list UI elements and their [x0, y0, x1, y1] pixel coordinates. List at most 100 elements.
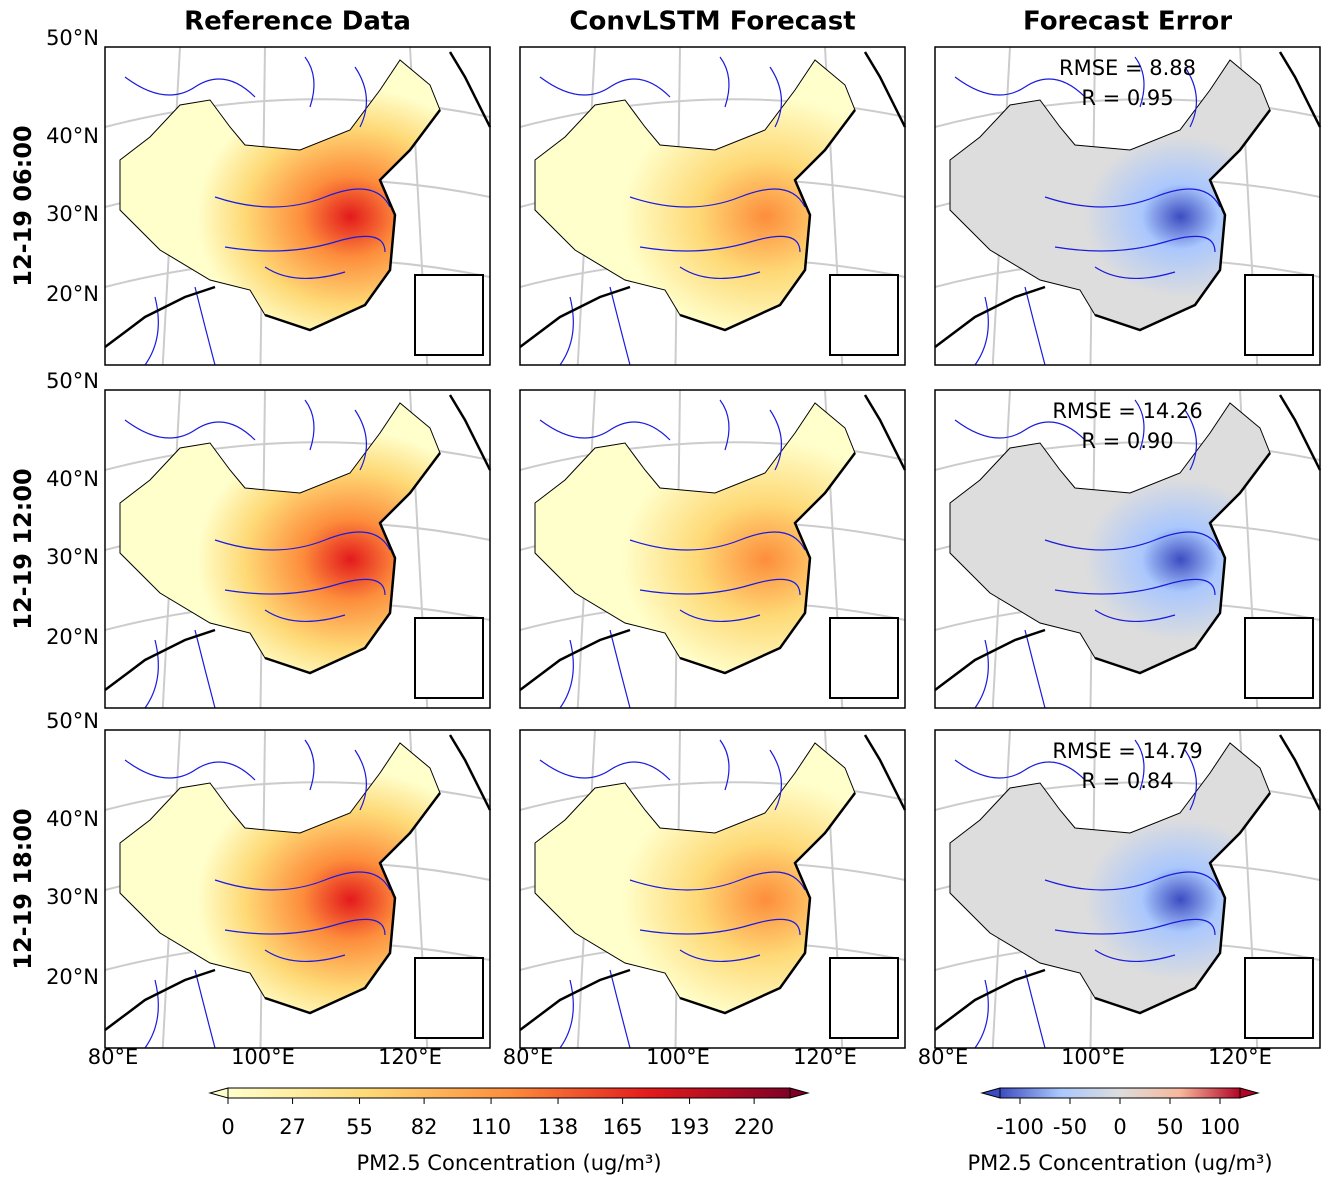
row-label: 12-19 06:00 — [9, 125, 37, 287]
river — [629, 188, 806, 208]
rmse-annotation: RMSE = 14.26 — [1052, 399, 1202, 423]
panel-frame — [104, 46, 491, 366]
coastline — [934, 51, 1322, 348]
lon-label: 120°E — [378, 1045, 442, 1069]
river — [1094, 609, 1176, 622]
river — [1094, 949, 1176, 962]
river — [144, 979, 159, 1049]
colorbar-tick-label: 0 — [221, 1115, 234, 1139]
colorbar-tick-label: 193 — [670, 1115, 710, 1139]
lon-label: 80°E — [918, 1045, 969, 1069]
colorbar-tick-label: 220 — [734, 1115, 774, 1139]
river — [1184, 409, 1198, 471]
colorbar-extend — [1239, 1087, 1260, 1099]
lon-label: 80°E — [88, 1045, 139, 1069]
map-panel — [104, 46, 492, 366]
coastline — [519, 734, 907, 1031]
colorbar-extend — [789, 1087, 810, 1099]
lat-label: 20°N — [46, 282, 99, 306]
panel-frame — [934, 729, 1321, 1049]
lon-label: 100°E — [231, 1045, 295, 1069]
river — [354, 749, 368, 811]
river — [539, 759, 671, 781]
river — [144, 296, 159, 366]
river — [224, 235, 386, 253]
colorbar-tick-label: 27 — [279, 1115, 306, 1139]
inset-box — [829, 274, 899, 356]
colorbar — [227, 1087, 791, 1099]
river — [1054, 918, 1216, 936]
inset-box — [414, 617, 484, 699]
river — [719, 56, 730, 108]
river — [304, 399, 315, 451]
river — [1134, 56, 1145, 108]
river — [304, 739, 315, 791]
colorbar-label: PM2.5 Concentration (ug/m³) — [356, 1151, 661, 1175]
colorbar-label: PM2.5 Concentration (ug/m³) — [967, 1151, 1272, 1175]
column-title: Reference Data — [184, 7, 411, 37]
map-panel — [519, 46, 907, 366]
inset-box — [829, 617, 899, 699]
inset-box — [1244, 617, 1314, 699]
river — [639, 235, 801, 253]
river — [124, 419, 256, 441]
river — [1134, 399, 1145, 451]
river — [214, 188, 391, 208]
r-annotation: R = 0.90 — [1081, 429, 1173, 453]
column-title: Forecast Error — [1023, 7, 1232, 37]
river — [539, 419, 671, 441]
river — [679, 266, 761, 279]
river — [769, 409, 783, 471]
coastline — [934, 734, 1322, 1031]
colorbar-tick-label: 110 — [471, 1115, 511, 1139]
inset-box — [1244, 274, 1314, 356]
colorbar-tick-label: 82 — [411, 1115, 438, 1139]
river — [559, 296, 574, 366]
river — [559, 639, 574, 709]
river — [214, 871, 391, 891]
river — [124, 759, 256, 781]
river — [954, 419, 1086, 441]
river — [194, 286, 216, 366]
river — [194, 969, 216, 1049]
river — [1044, 871, 1221, 891]
coastline — [519, 51, 907, 348]
river — [954, 76, 1086, 98]
coastline — [104, 51, 492, 348]
inset-box — [414, 957, 484, 1039]
colorbar-tick-label: 0 — [1113, 1115, 1126, 1139]
lon-label: 120°E — [793, 1045, 857, 1069]
row-label: 12-19 18:00 — [9, 808, 37, 970]
river — [354, 409, 368, 471]
coastline — [104, 394, 492, 691]
river — [264, 949, 346, 962]
inset-box — [1244, 957, 1314, 1039]
lat-label: 30°N — [46, 885, 99, 909]
river — [974, 639, 989, 709]
lat-label: 50°N — [46, 26, 99, 50]
river — [264, 609, 346, 622]
river — [1134, 739, 1145, 791]
river — [1184, 749, 1198, 811]
river — [609, 286, 631, 366]
river — [1044, 188, 1221, 208]
river — [354, 66, 368, 128]
lon-label: 80°E — [503, 1045, 554, 1069]
lat-label: 50°N — [46, 709, 99, 733]
river — [214, 531, 391, 551]
lat-label: 40°N — [46, 124, 99, 148]
panel-frame — [934, 46, 1321, 366]
river — [124, 76, 256, 98]
map-panel: RMSE = 14.26 R = 0.90 — [934, 389, 1322, 709]
river — [609, 629, 631, 709]
colorbar-extend — [980, 1087, 1001, 1099]
river — [719, 399, 730, 451]
river — [1054, 578, 1216, 596]
colorbar-tick-label: 138 — [538, 1115, 578, 1139]
river — [224, 578, 386, 596]
coastline — [519, 394, 907, 691]
river — [974, 979, 989, 1049]
lat-label: 20°N — [46, 965, 99, 989]
colorbar-extend — [208, 1087, 229, 1099]
